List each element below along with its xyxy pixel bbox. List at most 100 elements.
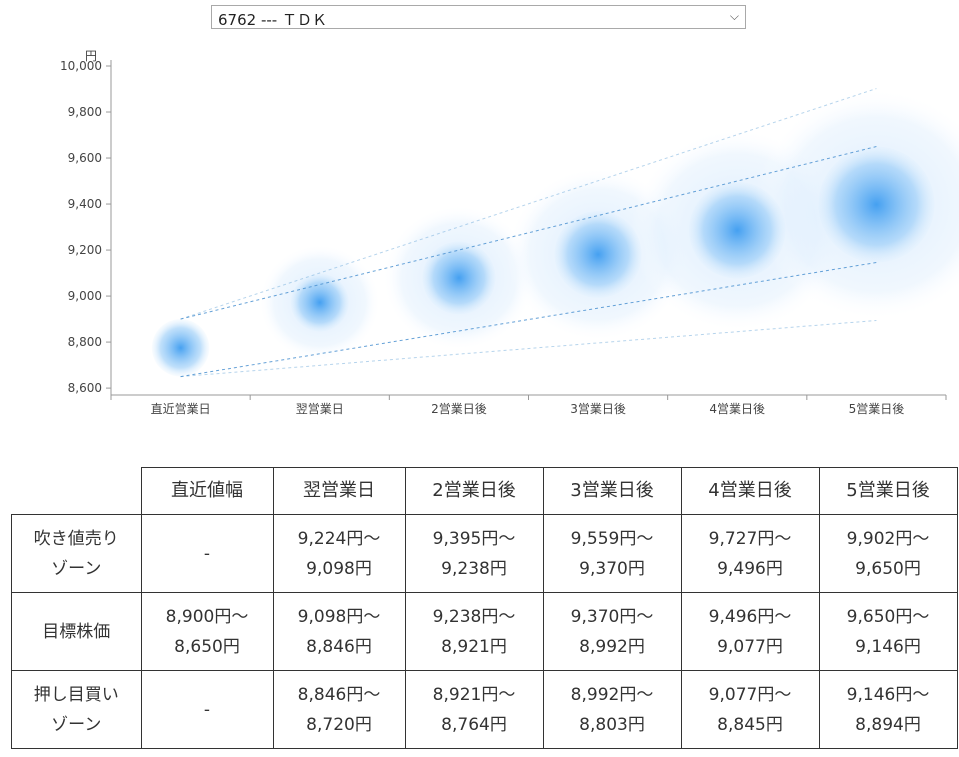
row-label-line: 吹き値売り [33,528,119,549]
cell-value: - [203,543,211,564]
column-header: 翌営業日 [272,467,406,515]
table-cell: 9,146円～ 8,894円 [818,670,958,749]
cell-value: 8,846円～ [297,684,381,705]
table-cell: 9,727円～ 9,496円 [680,514,820,593]
cell-value: 9,650円 [855,558,921,579]
table-header-row: 直近値幅 翌営業日 2営業日後 3営業日後 4営業日後 5営業日後 [11,467,958,515]
cell-value: 9,098円～ [297,606,381,627]
cell-value: 8,845円 [717,714,783,735]
row-label-line: ゾーン [51,558,102,579]
stock-select-value: 6762 --- ＴＤＫ [218,11,327,29]
cell-value: 8,992円～ [570,684,654,705]
y-tick-label: 9,800 [68,105,102,119]
target-bubble [290,273,349,332]
cell-value: 8,992円 [579,636,645,657]
y-unit-label: 円 [85,49,97,63]
cell-value: 9,650円～ [846,606,930,627]
cell-value: 8,764円 [441,714,507,735]
cell-value: 9,496円～ [708,606,792,627]
table-cell: 9,077円～ 8,845円 [680,670,820,749]
cell-value: 9,238円～ [432,606,516,627]
table-cell: 9,559円～ 9,370円 [542,514,682,593]
table-cell: - [140,670,274,749]
y-tick-label: 9,600 [68,151,102,165]
cell-value: 8,846円 [306,636,372,657]
cell-value: 9,559円～ [570,528,654,549]
row-label-line: 押し目買い [33,684,119,705]
cell-value: 9,238円 [441,558,507,579]
price-zone-table: 直近値幅 翌営業日 2営業日後 3営業日後 4営業日後 5営業日後 吹き値売りゾーン - 9,… [11,467,958,749]
table-cell: 8,921円～ 8,764円 [404,670,544,749]
cell-value: 9,902円～ [846,528,930,549]
row-label: 吹き値売り ゾーン [11,514,142,593]
y-tick-label: 9,200 [68,243,102,257]
cell-value: 9,146円～ [846,684,930,705]
table-body: 吹き値売りゾーン - 9,224円～ 9,098円 9,395円～ 9,238円 9,559… [11,514,958,749]
y-tick-label: 9,000 [68,289,102,303]
column-header: 2営業日後 [404,467,544,515]
cell-value: 9,370円～ [570,606,654,627]
target-bubble [151,319,210,377]
chevron-down-icon: ⌵ [729,9,739,23]
column-header: 4営業日後 [680,467,820,515]
table-cell: 9,098円～ 8,846円 [272,592,406,671]
table-corner [11,467,142,515]
table-cell: 9,238円～ 8,921円 [404,592,544,671]
target-bubble [818,146,935,263]
table-row: 吹き値売りゾーン - 9,224円～ 9,098円 9,395円～ 9,238円 9,559… [11,514,958,593]
table-cell: 8,900円～ 8,650円 [140,592,274,671]
table-cell: 8,992円～ 8,803円 [542,670,682,749]
table-row: 押し目買いゾーン - 8,846円～ 8,720円 8,921円～ 8,764円 8,992… [11,670,958,749]
y-tick-label: 8,600 [68,381,102,395]
target-bubble [422,241,496,315]
x-tick-label: 翌営業日 [296,402,344,416]
table-cell: 9,650円～ 9,146円 [818,592,958,671]
y-tick-label: 9,400 [68,197,102,211]
row-label: 目標株価 [11,592,142,671]
cell-value: 9,496円 [717,558,783,579]
cell-value: 8,803円 [579,714,645,735]
table-row: 目標株価 8,900円～ 8,650円 9,098円～ 8,846円 9,238円～ 8,9… [11,592,958,671]
x-tick-label: 5営業日後 [849,402,905,416]
cell-value: 9,727円～ [708,528,792,549]
cell-value: 9,370円 [579,558,645,579]
column-header: 直近値幅 [140,467,274,515]
cell-value: 9,077円～ [708,684,792,705]
x-tick-label: 3営業日後 [570,402,626,416]
table-cell: 9,224円～ 9,098円 [272,514,406,593]
table-cell: 9,395円～ 9,238円 [404,514,544,593]
cell-value: 8,650円 [174,636,240,657]
target-bubble [554,210,642,298]
cell-value: 9,395円～ [432,528,516,549]
table-cell: 9,902円～ 9,650円 [818,514,958,593]
cell-value: 8,921円 [441,636,507,657]
y-tick-label: 10,000 [60,59,102,73]
target-bubble [689,182,786,279]
table-cell: 8,846円～ 8,720円 [272,670,406,749]
cell-value: 8,720円 [306,714,372,735]
outer-upper-guide [180,88,877,320]
cell-value: 9,077円 [717,636,783,657]
y-tick-label: 8,800 [68,335,102,349]
cell-value: - [203,699,211,720]
cell-value: 9,146円 [855,636,921,657]
x-tick-label: 4営業日後 [709,402,765,416]
row-label-line: 目標株価 [42,621,111,642]
x-tick-label: 2営業日後 [431,402,487,416]
cell-value: 9,098円 [306,558,372,579]
table-cell: 9,496円～ 9,077円 [680,592,820,671]
row-label: 押し目買い ゾーン [11,670,142,749]
x-tick-label: 直近営業日 [151,402,211,416]
column-header: 3営業日後 [542,467,682,515]
price-forecast-chart: 円10,000 9,800 9,600 9,400 9,200 9,000 8,800 8,6… [60,49,959,416]
cell-value: 8,921円～ [432,684,516,705]
row-label-line: ゾーン [51,714,102,735]
cell-value: 8,900円～ [165,606,249,627]
cell-value: 8,894円 [855,714,921,735]
stock-select[interactable]: 6762 --- ＴＤＫ ⌵ [211,5,746,29]
table-cell: - [140,514,274,593]
cell-value: 9,224円～ [297,528,381,549]
table-cell: 9,370円～ 8,992円 [542,592,682,671]
column-header: 5営業日後 [818,467,958,515]
outer-lower-guide [180,319,877,378]
